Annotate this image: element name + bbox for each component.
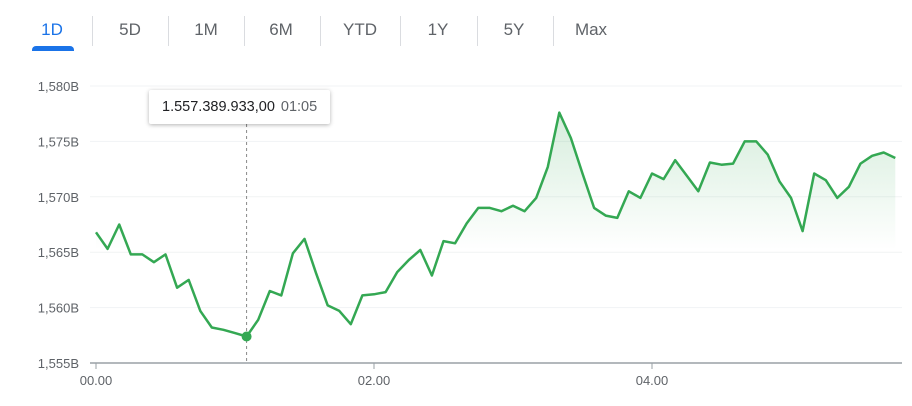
price-line [94, 111, 896, 338]
y-tick-label: 1,565B [38, 245, 79, 260]
tab-1y[interactable]: 1Y [427, 20, 449, 39]
tab-divider [400, 16, 401, 46]
tab-max[interactable]: Max [574, 20, 608, 39]
y-tick-label: 1,560B [38, 301, 79, 316]
tab-divider [477, 16, 478, 46]
tab-divider [553, 16, 554, 46]
x-tick-label: 00.00 [80, 373, 113, 388]
hover-point [241, 331, 252, 342]
x-tick-label: 02.00 [358, 373, 391, 388]
tab-divider [168, 16, 169, 46]
range-tabs: 1D 5D 1M 6M YTD 1Y 5Y Max [0, 0, 912, 60]
tab-5d[interactable]: 5D [119, 20, 141, 39]
y-tick-label: 1,555B [38, 356, 79, 371]
tab-ytd[interactable]: YTD [343, 20, 377, 39]
tab-6m[interactable]: 6M [269, 20, 293, 39]
tab-1m[interactable]: 1M [194, 20, 218, 39]
active-tab-indicator [32, 46, 74, 51]
y-tick-label: 1,570B [38, 190, 79, 205]
tab-5y[interactable]: 5Y [503, 20, 525, 39]
tab-1d[interactable]: 1D [41, 20, 63, 39]
tooltip-value: 1.557.389.933,00 [162, 99, 275, 115]
price-area-fill [96, 112, 896, 363]
y-tick-label: 1,580B [38, 79, 79, 94]
tab-divider [92, 16, 93, 46]
tooltip-time: 01:05 [280, 99, 318, 115]
x-tick-label: 04.00 [636, 373, 669, 388]
hover-tooltip: 1.557.389.933,00 01:05 [149, 90, 331, 124]
y-tick-label: 1,575B [38, 134, 79, 149]
tab-divider [320, 16, 321, 46]
tab-divider [244, 16, 245, 46]
